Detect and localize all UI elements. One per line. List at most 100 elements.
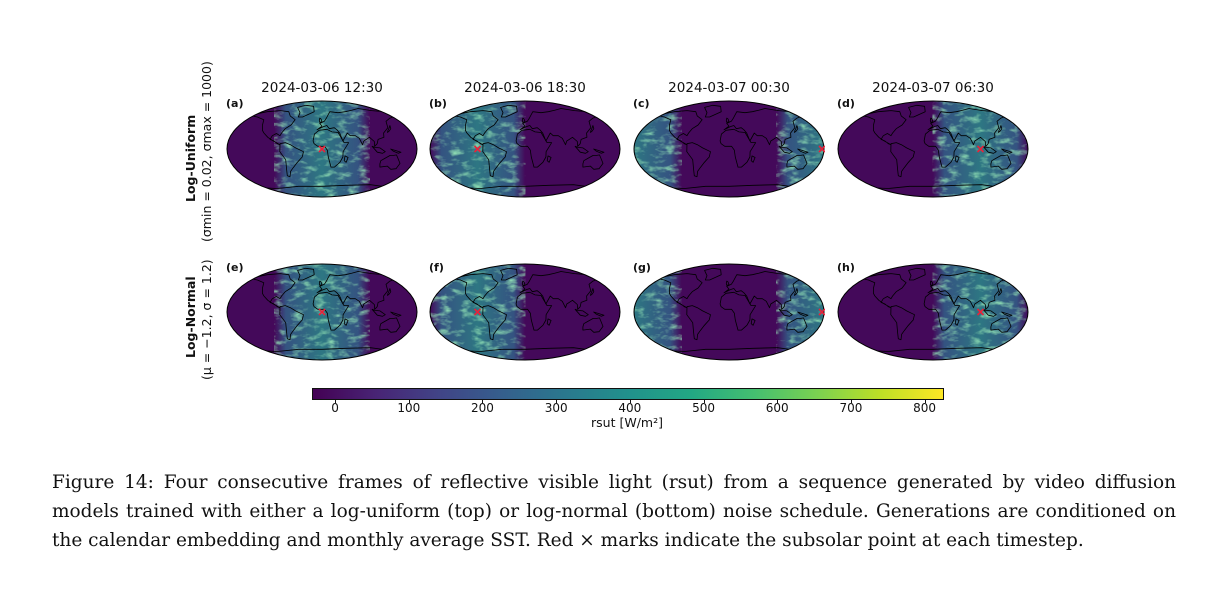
coastline (786, 317, 808, 333)
map-panel-g (633, 263, 825, 361)
coastline (923, 291, 961, 331)
coastline (719, 291, 757, 331)
globe-outline (226, 100, 418, 198)
colorbar-tick (777, 399, 779, 403)
coastline (482, 305, 507, 341)
colorbar-tick (556, 399, 558, 403)
coastline (253, 347, 391, 360)
row-label-log-normal-params: (μ = −1.2, σ = 1.2) (199, 259, 214, 380)
subsolar-marker (318, 308, 326, 316)
coastline (318, 117, 323, 123)
coastline (316, 271, 395, 310)
column-title-2: 2024-03-06 18:30 (464, 80, 586, 96)
panel-label-g: (g) (633, 261, 651, 274)
coastline (390, 311, 402, 317)
colorbar-tick-label: 800 (913, 401, 937, 415)
coastline (1001, 148, 1013, 154)
coastline (500, 104, 518, 118)
coastline (251, 110, 296, 146)
coastline (786, 154, 808, 170)
globe-outline (429, 100, 621, 198)
coastline (297, 267, 315, 281)
coastline (908, 104, 926, 118)
column-title-3: 2024-03-07 00:30 (668, 80, 790, 96)
coastline (515, 128, 553, 168)
map-panel-e (226, 263, 418, 361)
map-panel-b (429, 100, 621, 198)
colorbar-tick-label: 400 (618, 401, 642, 415)
coastline (519, 108, 598, 147)
coastline (574, 145, 589, 154)
coastline (990, 154, 1012, 170)
coastline (593, 311, 605, 317)
coastline (1001, 311, 1013, 317)
colorbar-tick-label: 200 (471, 401, 494, 415)
subsolar-marker (976, 308, 985, 316)
map-panel-h (837, 263, 1029, 361)
map-panel-a (226, 100, 418, 198)
coastline (251, 273, 296, 309)
coastline (954, 318, 960, 326)
coastline (778, 145, 793, 154)
coastline (864, 184, 1002, 197)
coastline (723, 108, 802, 147)
coastline (521, 280, 526, 286)
coastline (778, 308, 793, 317)
cloud-texture (634, 101, 674, 197)
panel-label-b: (b) (429, 97, 447, 110)
coastline (725, 280, 730, 286)
coastline (862, 273, 907, 309)
coastline (723, 271, 802, 310)
globe-outline (633, 263, 825, 361)
subsolar-marker (318, 145, 326, 153)
colorbar-tick (629, 399, 631, 403)
globe-outline (837, 100, 1029, 198)
coastline (379, 154, 401, 170)
subsolar-marker (473, 308, 482, 316)
coastline (456, 184, 594, 197)
subsolar-marker (473, 145, 482, 153)
coastline (546, 155, 552, 163)
colorbar-tick-label: 100 (397, 401, 421, 415)
coastline (387, 125, 392, 133)
coastline (686, 305, 711, 341)
coastline (371, 308, 386, 317)
coastline (297, 104, 315, 118)
column-title-4: 2024-03-07 06:30 (872, 80, 994, 96)
colorbar-tick-label: 600 (765, 401, 789, 415)
figure-14: 2024-03-06 12:30 2024-03-06 18:30 2024-0… (183, 61, 1029, 430)
colorbar-tick (703, 399, 705, 403)
coastline (929, 280, 934, 286)
globe-outline (226, 263, 418, 361)
subsolar-marker (818, 308, 825, 316)
coastline (954, 155, 960, 163)
colorbar-tick-label: 700 (839, 401, 863, 415)
figure-caption: Figure 14: Four consecutive frames of re… (52, 472, 1176, 551)
coastline (253, 184, 391, 197)
coastline (515, 291, 553, 331)
coastline (794, 125, 799, 133)
coastline (456, 347, 594, 360)
coastline (318, 280, 323, 286)
coastline (582, 154, 604, 170)
coastline (797, 311, 809, 317)
coastline (279, 142, 304, 178)
coastline (454, 273, 499, 309)
colorbar-tick (335, 399, 337, 403)
coastline (574, 308, 589, 317)
colorbar-tick (408, 399, 410, 403)
coastline (890, 142, 915, 178)
coastline (864, 347, 1002, 360)
row-label-log-uniform: Log-Uniform (183, 115, 198, 202)
coastline (923, 128, 961, 168)
cloud-texture (784, 101, 824, 197)
coastline (686, 142, 711, 178)
row-label-log-uniform-params: (σmin = 0.02, σmax = 1000) (199, 61, 214, 242)
coastline (704, 267, 722, 281)
globe-outline (837, 263, 1029, 361)
coastline (500, 267, 518, 281)
coastline (590, 288, 595, 296)
panel-label-d: (d) (837, 97, 855, 110)
coastline (890, 305, 915, 341)
subsolar-marker (818, 145, 825, 153)
